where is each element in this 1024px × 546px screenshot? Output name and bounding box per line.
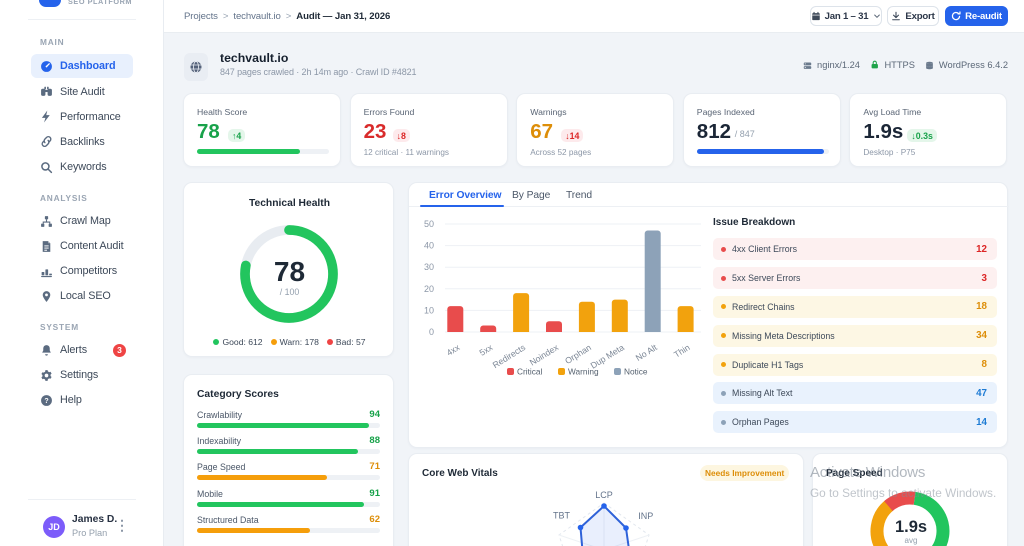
svg-text:20: 20 [424,284,434,294]
svg-text:Noindex: Noindex [528,342,561,368]
svg-text:Thin: Thin [672,342,692,360]
svg-text:?: ? [44,397,48,404]
svg-text:Notice: Notice [624,367,648,377]
svg-text:0: 0 [429,327,434,337]
svg-text:10: 10 [424,305,434,315]
svg-text:TBT: TBT [553,511,571,521]
svg-text:40: 40 [424,241,434,251]
svg-text:30: 30 [424,262,434,272]
svg-text:Critical: Critical [517,367,543,377]
svg-text:50: 50 [424,219,434,229]
svg-text:No Alt: No Alt [634,342,659,363]
svg-text:INP: INP [638,511,653,521]
svg-text:4xx: 4xx [445,342,462,358]
svg-text:5xx: 5xx [477,342,494,358]
svg-text:LCP: LCP [595,490,613,500]
svg-text:Warning: Warning [568,367,599,377]
